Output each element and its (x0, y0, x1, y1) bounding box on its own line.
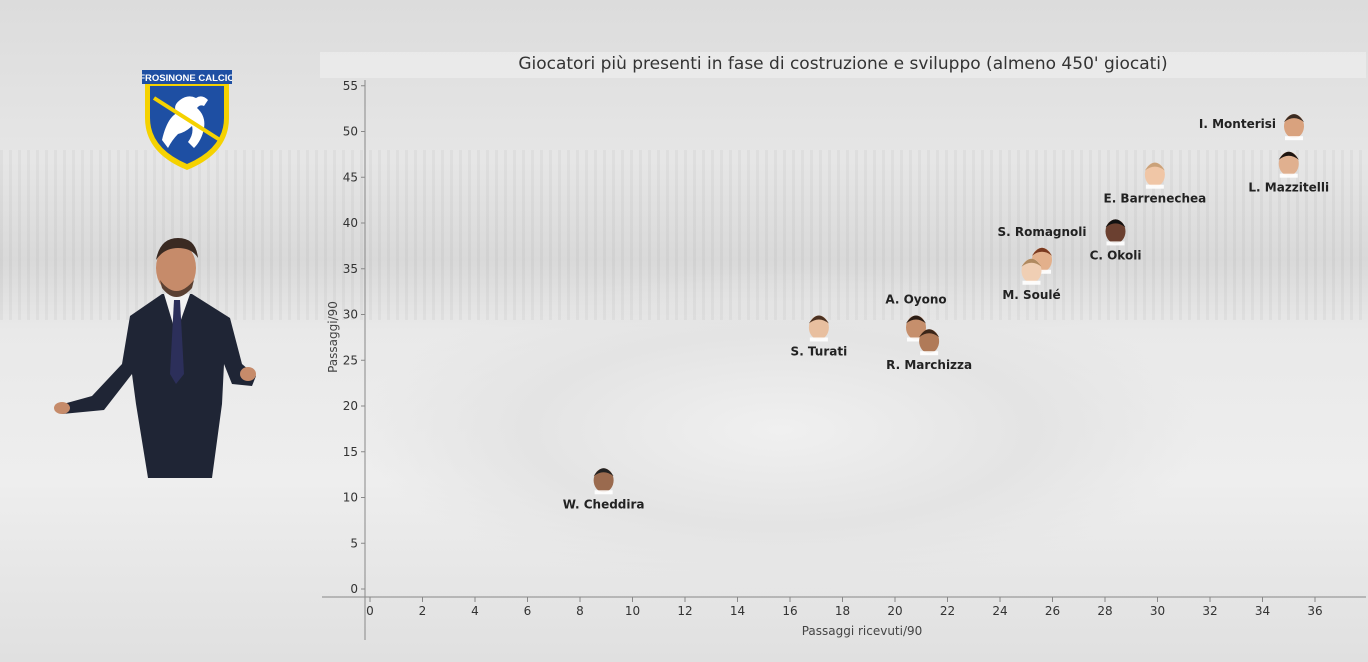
player-hair-icon (1105, 219, 1126, 228)
y-tick-label: 5 (350, 536, 358, 550)
player-label: A. Oyono (885, 292, 946, 306)
x-tick-label: 28 (1097, 604, 1112, 618)
player-hair-icon (1032, 247, 1052, 256)
y-tick-label: 30 (343, 308, 358, 322)
player-label: W. Cheddira (563, 497, 645, 511)
player-shirt-icon (1022, 280, 1041, 285)
y-tick-label: 20 (343, 399, 358, 413)
player-label: C. Okoli (1090, 248, 1142, 262)
y-tick-label: 50 (343, 125, 358, 139)
x-tick-label: 24 (992, 604, 1007, 618)
player-shirt-icon (1106, 241, 1125, 246)
player-point: W. Cheddira (563, 468, 645, 511)
y-tick-label: 55 (343, 79, 358, 93)
player-face-icon (1278, 151, 1299, 176)
x-tick-label: 18 (835, 604, 850, 618)
player-shirt-icon (1145, 184, 1164, 189)
player-face-icon (1144, 162, 1165, 187)
player-point: I. Monterisi (1199, 114, 1304, 141)
stadium-stands (0, 150, 1368, 320)
player-shirt-icon (1279, 173, 1298, 178)
frosinone-calcio-logo: FROSINONE CALCIO (142, 70, 232, 170)
player-face-icon (593, 468, 614, 493)
x-tick-label: 14 (730, 604, 745, 618)
x-tick-label: 36 (1307, 604, 1322, 618)
y-tick-label: 0 (350, 582, 358, 596)
player-face-icon (1284, 114, 1304, 139)
player-hair-icon (1144, 162, 1165, 171)
player-label: L. Mazzitelli (1248, 181, 1329, 195)
title-bar (320, 52, 1366, 78)
x-tick-label: 30 (1150, 604, 1165, 618)
player-point: C. Okoli (1090, 219, 1142, 262)
y-axis-title: Passaggi/90 (326, 301, 340, 373)
player-shirt-icon (809, 337, 828, 342)
player-label: E. Barrenechea (1104, 192, 1207, 206)
player-hair-icon (1278, 151, 1299, 160)
player-label: M. Soulé (1002, 288, 1060, 302)
chart-points: I. Monterisi L. Mazzitelli E. Barrenechea C… (563, 114, 1329, 511)
player-face-icon (808, 315, 829, 340)
x-tick-label: 4 (471, 604, 479, 618)
player-face-icon (1021, 258, 1042, 283)
player-hair-icon (906, 315, 926, 324)
player-label: S. Turati (791, 344, 848, 358)
player-point: S. Turati (791, 315, 848, 358)
y-tick-label: 15 (343, 445, 358, 459)
x-tick-label: 6 (524, 604, 532, 618)
x-tick-label: 8 (576, 604, 584, 618)
x-tick-label: 10 (625, 604, 640, 618)
player-hair-icon (808, 315, 829, 324)
player-point: E. Barrenechea (1104, 162, 1207, 206)
chart-axes: 0 2 4 6 8 10 12 14 16 18 20 22 24 26 28 30 32 34 360510152… (322, 79, 1366, 640)
y-tick-label: 10 (343, 491, 358, 505)
x-tick-label: 12 (677, 604, 692, 618)
player-hair-icon (1284, 114, 1304, 123)
x-tick-label: 20 (887, 604, 902, 618)
player-label: S. Romagnoli (997, 225, 1086, 239)
player-shirt-icon (594, 490, 613, 495)
player-face-icon (919, 329, 940, 354)
x-tick-label: 2 (419, 604, 427, 618)
player-shirt-icon (920, 351, 939, 356)
y-tick-label: 45 (343, 170, 358, 184)
player-point: M. Soulé (1002, 258, 1061, 302)
player-hair-icon (593, 468, 614, 477)
x-axis-title: Passaggi ricevuti/90 (802, 624, 923, 638)
player-face-icon (1105, 219, 1126, 244)
player-hair-icon (1021, 258, 1042, 267)
y-tick-label: 35 (343, 262, 358, 276)
x-tick-label: 22 (940, 604, 955, 618)
player-shirt-icon (907, 337, 925, 342)
player-point: S. Romagnoli (997, 225, 1087, 274)
player-shirt-icon (1285, 136, 1303, 141)
player-point: L. Mazzitelli (1248, 151, 1329, 195)
coach-photo (54, 238, 256, 478)
y-tick-label: 25 (343, 353, 358, 367)
player-face-icon (906, 315, 926, 340)
player-point: R. Marchizza (886, 329, 972, 372)
chart-title: Giocatori più presenti in fase di costru… (518, 54, 1168, 74)
x-tick-label: 26 (1045, 604, 1060, 618)
player-label: R. Marchizza (886, 358, 972, 372)
player-point: A. Oyono (885, 292, 947, 342)
player-shirt-icon (1033, 269, 1051, 274)
x-tick-label: 32 (1202, 604, 1217, 618)
x-tick-label: 16 (782, 604, 797, 618)
svg-text:FROSINONE CALCIO: FROSINONE CALCIO (142, 73, 232, 84)
player-label: I. Monterisi (1199, 117, 1276, 131)
x-tick-label: 34 (1255, 604, 1270, 618)
player-hair-icon (919, 329, 940, 338)
x-tick-label: 0 (366, 604, 374, 618)
y-tick-label: 40 (343, 216, 358, 230)
